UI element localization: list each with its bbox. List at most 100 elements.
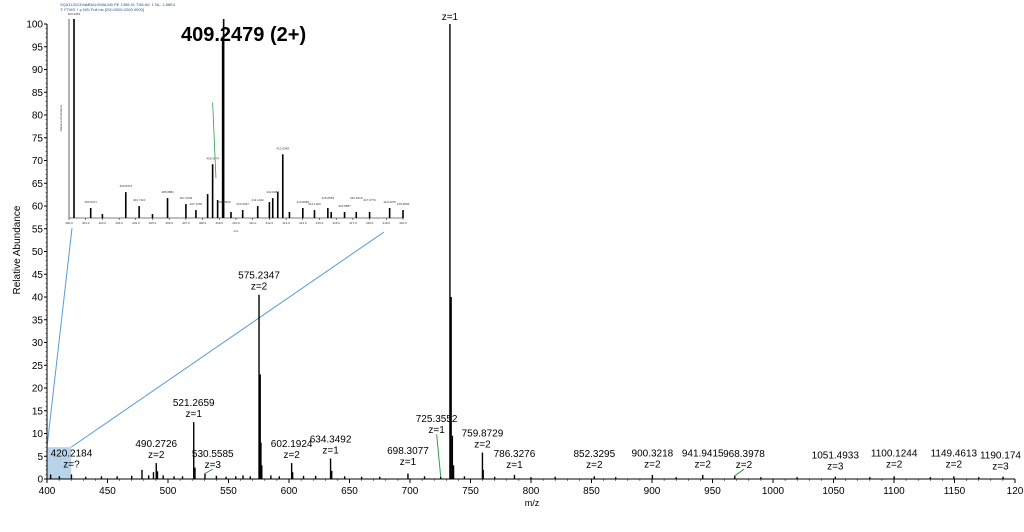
inset-x-tick-label: 409.0 [216, 221, 224, 225]
peak-mz-label: 698.3077 [387, 446, 429, 457]
inset-peak-label: 412.0088 [266, 190, 279, 194]
y-tick-label: 45 [32, 270, 44, 281]
x-tick-label: 800 [523, 486, 540, 497]
y-tick-label: 70 [32, 156, 44, 167]
peak-mz-label: 1190.174 [980, 451, 1021, 462]
x-axis-label: m/z [525, 498, 540, 508]
inset-peak-label: 414.1026 [308, 202, 321, 206]
inset-x-tick-label: 419.0 [383, 221, 391, 225]
zoom-connector [70, 231, 385, 448]
inset-peak-label: 400.2454 [68, 12, 81, 16]
inset-peak-label: 415.0553 [322, 196, 335, 200]
peak-charge-label: z=2 [644, 459, 661, 470]
peak-charge-label: z=3 [205, 460, 222, 471]
y-tick-label: 50 [32, 247, 44, 258]
peak-mz-label: 968.3978 [723, 449, 765, 460]
peak-mz-label: 725.3552 [416, 414, 458, 425]
peak-mz-label: 490.2726 [135, 439, 177, 450]
peak-mz-label: 1149.4613 [931, 448, 978, 459]
inset-header-line: T: FTMS + p NSI Full ms [200.0000-2000.0… [60, 7, 144, 12]
y-tick-label: 30 [32, 338, 44, 349]
peak-mz-label: 852.3295 [573, 449, 615, 460]
peak-mz-label: 575.2347 [238, 271, 280, 282]
inset-peak-label: 412.6248 [277, 146, 290, 150]
inset-x-label: m/z [234, 229, 239, 233]
peak-charge-label: z=2 [474, 440, 491, 451]
x-tick-label: 1100 [883, 486, 905, 497]
inset-x-tick-label: 402.0 [99, 221, 107, 225]
x-tick-label: 500 [160, 486, 177, 497]
y-tick-label: 60 [32, 202, 44, 213]
x-tick-label: 850 [583, 486, 600, 497]
peak-charge-label: z=1 [400, 457, 417, 468]
peak-mz-label: 530.5585 [192, 449, 234, 460]
main-peaks [49, 24, 1004, 479]
peak-charge-label: z=1 [442, 12, 459, 23]
y-tick-label: 20 [32, 384, 44, 395]
peak-charge-label: z=2 [886, 459, 903, 470]
peak-mz-label: 1051.4933 [812, 451, 860, 462]
inset-x-tick-label: 412.0 [266, 221, 274, 225]
inset-x-tick-label: 408.0 [199, 221, 207, 225]
y-tick-label: 10 [32, 429, 44, 440]
inset-x-tick-label: 410.0 [232, 221, 240, 225]
inset-x-tick-label: 414.0 [299, 221, 307, 225]
inset-peak-label: 415.8887 [338, 204, 351, 208]
y-tick-label: 0 [37, 475, 43, 486]
inset-peak-label: 419.4892 [397, 202, 410, 206]
inset-peak-label: 411.1422 [252, 198, 265, 202]
annotation-leader [734, 468, 745, 477]
peak-charge-label: z=2 [251, 282, 268, 293]
inset-leader [212, 102, 217, 179]
peak-mz-label: 1100.1244 [871, 448, 918, 459]
inset-peak-label: 407.1933 [180, 196, 193, 200]
peak-charge-label: z=2 [946, 459, 963, 470]
peak-charge-label: z=2 [736, 460, 753, 471]
y-tick-label: 75 [32, 133, 44, 144]
peak-charge-label: z=2 [283, 450, 300, 461]
inset-x-tick-label: 407.0 [182, 221, 190, 225]
inset-x-tick-label: 400.0 [65, 221, 73, 225]
peak-charge-label: z=2 [586, 460, 603, 471]
y-tick-label: 95 [32, 42, 44, 53]
inset-peak-label: 405.8881 [161, 190, 174, 194]
x-tick-label: 450 [99, 486, 116, 497]
zoom-region [46, 227, 385, 479]
axes: 0 5 10 15 20 25 30 35 40 45 50 55 60 65 70 75 80 85 90 95 10… [26, 20, 1023, 498]
x-tick-label: 600 [281, 486, 298, 497]
inset-peak-label: 403.8473 [120, 184, 133, 188]
x-tick-label: 900 [644, 486, 661, 497]
inset-x-tick-label: 404.0 [132, 221, 140, 225]
peak-charge-label: z=3 [827, 462, 844, 473]
peak-mz-label: 900.3218 [632, 448, 674, 459]
inset-peak-label: 417.0774 [363, 198, 376, 202]
x-tick-label: 1150 [944, 486, 966, 497]
x-tick-label: 1050 [822, 486, 845, 497]
y-axis-label: Relative Abundance [12, 205, 23, 294]
inset-x-tick-label: 416.0 [332, 221, 340, 225]
annotation-leader [204, 468, 214, 474]
y-tick-label: 5 [37, 452, 43, 463]
peak-mz-label: 759.8729 [462, 429, 504, 440]
x-tick-label: 750 [462, 486, 479, 497]
inset-peak-label: 410.3327 [236, 202, 249, 206]
inset-peak-label: 419.2375 [383, 200, 396, 204]
inset-x-tick-label: 411.0 [249, 221, 257, 225]
peak-charge-label: z=1 [322, 446, 339, 457]
inset-peak-label: 400.8471 [84, 200, 97, 204]
x-tick-label: 1000 [762, 486, 785, 497]
x-tick-label: 700 [402, 486, 419, 497]
zoom-connector [46, 227, 73, 448]
peak-charge-label: z=1 [186, 409, 203, 420]
inset-x-tick-label: 413.0 [282, 221, 290, 225]
y-tick-label: 15 [32, 406, 44, 417]
peak-mz-label: 634.3492 [310, 435, 352, 446]
inset-x-tick-label: 405.0 [149, 221, 157, 225]
y-tick-label: 55 [32, 224, 44, 235]
inset-header-line: SQ0312013VaMBALVMALM0 PE 1356 #1 T:56 AV… [60, 2, 176, 7]
peak-mz-label: 420.2184 [51, 448, 93, 459]
inset-peak-label: 409.6500 [218, 200, 231, 204]
x-tick-label: 650 [341, 486, 358, 497]
inset-title: 409.2479 (2+) [181, 24, 307, 46]
inset-x-tick-label: 403.0 [115, 221, 123, 225]
